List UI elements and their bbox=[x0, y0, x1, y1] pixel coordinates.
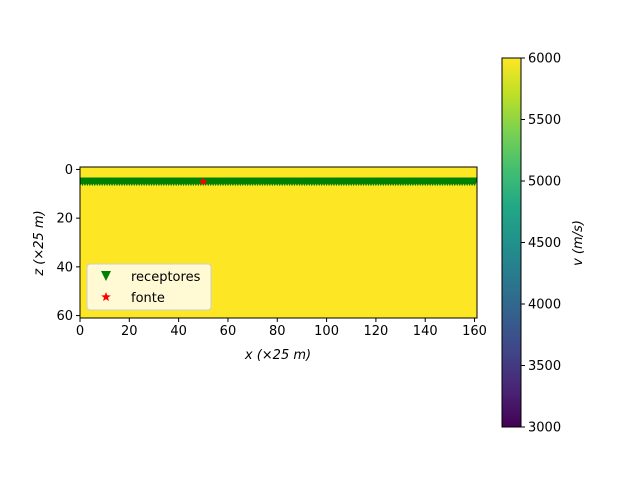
y-axis: 0 20 40 60 bbox=[56, 163, 80, 324]
y-tick-label: 60 bbox=[56, 309, 73, 324]
x-tick-label: 60 bbox=[220, 324, 237, 339]
x-tick-label: 0 bbox=[76, 324, 84, 339]
x-tick-label: 40 bbox=[170, 324, 187, 339]
x-tick-label: 100 bbox=[314, 324, 339, 339]
colorbar-tick-label: 4500 bbox=[528, 236, 561, 251]
legend-fonte-marker bbox=[101, 292, 111, 302]
x-tick-label: 160 bbox=[462, 324, 487, 339]
receiver-marker bbox=[470, 177, 477, 187]
y-tick-label: 20 bbox=[56, 212, 73, 227]
x-axis-label: x (×25 m) bbox=[244, 348, 311, 363]
data-markers bbox=[80, 177, 477, 187]
x-tick-label: 80 bbox=[269, 324, 286, 339]
legend: receptores fonte bbox=[86, 263, 212, 311]
colorbar-tick-label: 3500 bbox=[528, 359, 561, 374]
x-axis: 0 20 40 60 80 100 120 140 160 bbox=[76, 318, 487, 339]
y-axis-label: z (×25 m) bbox=[32, 210, 47, 276]
y-tick-label: 0 bbox=[65, 163, 73, 178]
source-marker bbox=[199, 177, 208, 186]
colorbar-tick-label: 5000 bbox=[528, 175, 561, 190]
x-tick-label: 20 bbox=[121, 324, 138, 339]
legend-receptores-label: receptores bbox=[131, 270, 201, 285]
legend-receptores-marker bbox=[101, 271, 111, 281]
legend-fonte-label: fonte bbox=[131, 291, 165, 306]
x-tick-label: 140 bbox=[413, 324, 438, 339]
colorbar-gradient bbox=[501, 57, 522, 428]
colorbar-ticks: 3000 3500 4000 4500 5000 5500 6000 bbox=[521, 52, 561, 436]
colorbar-tick-label: 5500 bbox=[528, 113, 561, 128]
colorbar-label: v (m/s) bbox=[571, 220, 586, 266]
colorbar: 3000 3500 4000 4500 5000 5500 6000 v (m/s) bbox=[501, 52, 586, 436]
colorbar-tick-label: 4000 bbox=[528, 298, 561, 313]
colorbar-tick-label: 6000 bbox=[528, 52, 561, 67]
colorbar-tick-label: 3000 bbox=[528, 421, 561, 436]
legend-box bbox=[86, 263, 212, 311]
x-tick-label: 120 bbox=[363, 324, 388, 339]
plot-frame bbox=[79, 166, 478, 319]
y-tick-label: 40 bbox=[56, 260, 73, 275]
